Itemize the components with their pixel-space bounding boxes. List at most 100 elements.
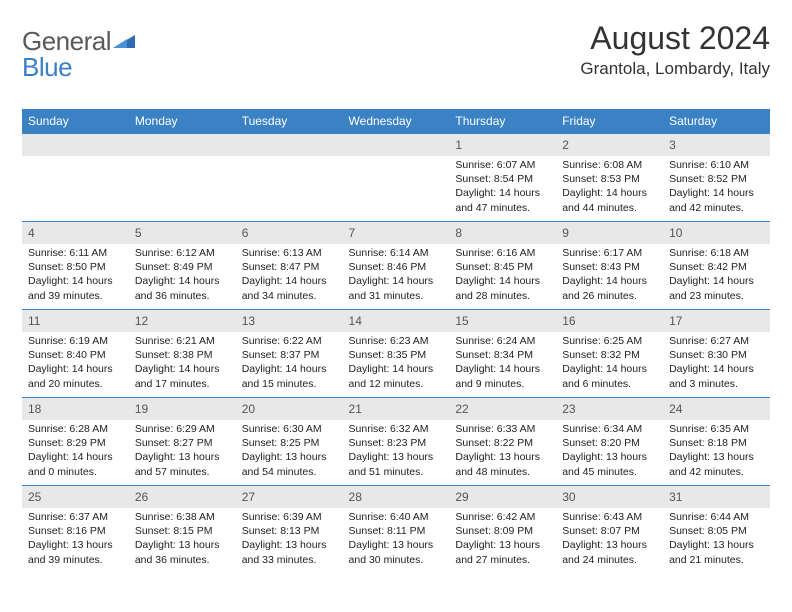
sunrise-text: Sunrise: 6:07 AM	[455, 158, 550, 172]
day-header: Thursday	[449, 109, 556, 133]
calendar-day-cell: 7Sunrise: 6:14 AMSunset: 8:46 PMDaylight…	[343, 221, 450, 309]
day-number-row: 31	[663, 485, 770, 508]
day-content: Sunrise: 6:37 AMSunset: 8:16 PMDaylight:…	[22, 508, 129, 571]
sunrise-text: Sunrise: 6:39 AM	[242, 510, 337, 524]
calendar-day-cell: 15Sunrise: 6:24 AMSunset: 8:34 PMDayligh…	[449, 309, 556, 397]
sunset-text: Sunset: 8:13 PM	[242, 524, 337, 538]
calendar-day-cell: 20Sunrise: 6:30 AMSunset: 8:25 PMDayligh…	[236, 397, 343, 485]
daylight-text: Daylight: 13 hours and 42 minutes.	[669, 450, 764, 478]
sunset-text: Sunset: 8:23 PM	[349, 436, 444, 450]
calendar-day-cell: 13Sunrise: 6:22 AMSunset: 8:37 PMDayligh…	[236, 309, 343, 397]
day-number: 19	[135, 402, 148, 416]
day-number-row: 20	[236, 397, 343, 420]
sunset-text: Sunset: 8:22 PM	[455, 436, 550, 450]
day-number: 18	[28, 402, 41, 416]
sunrise-text: Sunrise: 6:21 AM	[135, 334, 230, 348]
sunset-text: Sunset: 8:40 PM	[28, 348, 123, 362]
location-title: Grantola, Lombardy, Italy	[580, 59, 770, 79]
daylight-text: Daylight: 13 hours and 39 minutes.	[28, 538, 123, 566]
daylight-text: Daylight: 14 hours and 3 minutes.	[669, 362, 764, 390]
sunrise-text: Sunrise: 6:32 AM	[349, 422, 444, 436]
calendar-day-cell: 8Sunrise: 6:16 AMSunset: 8:45 PMDaylight…	[449, 221, 556, 309]
day-number-row	[129, 133, 236, 156]
calendar-day-cell	[236, 133, 343, 221]
calendar-day-cell: 16 Sunrise: 6:25 AMSunset: 8:32 PMDayligh…	[556, 309, 663, 397]
sunrise-text: Sunrise: 6:42 AM	[455, 510, 550, 524]
day-content: Sunrise: 6:39 AMSunset: 8:13 PMDaylight:…	[236, 508, 343, 571]
month-title: August 2024	[580, 20, 770, 57]
calendar-day-cell: 17Sunrise: 6:27 AMSunset: 8:30 PMDayligh…	[663, 309, 770, 397]
calendar-week-row: 4Sunrise: 6:11 AMSunset: 8:50 PMDaylight…	[22, 221, 770, 309]
sunrise-text: Sunrise: 6:08 AM	[562, 158, 657, 172]
day-number: 10	[669, 226, 682, 240]
day-content: Sunrise: 6:42 AMSunset: 8:09 PMDaylight:…	[449, 508, 556, 571]
day-content: Sunrise: 6:38 AMSunset: 8:15 PMDaylight:…	[129, 508, 236, 571]
sunset-text: Sunset: 8:09 PM	[455, 524, 550, 538]
daylight-text: Daylight: 13 hours and 33 minutes.	[242, 538, 337, 566]
daylight-text: Daylight: 14 hours and 39 minutes.	[28, 274, 123, 302]
day-content: Sunrise: 6:35 AMSunset: 8:18 PMDaylight:…	[663, 420, 770, 483]
sunrise-text: Sunrise: 6:17 AM	[562, 246, 657, 260]
day-content: Sunrise: 6:27 AMSunset: 8:30 PMDaylight:…	[663, 332, 770, 395]
daylight-text: Daylight: 14 hours and 20 minutes.	[28, 362, 123, 390]
day-number: 2	[562, 138, 569, 152]
calendar-week-row: 1Sunrise: 6:07 AMSunset: 8:54 PMDaylight…	[22, 133, 770, 221]
day-number: 21	[349, 402, 362, 416]
calendar-day-cell: 25Sunrise: 6:37 AMSunset: 8:16 PMDayligh…	[22, 485, 129, 573]
day-number-row: 4	[22, 221, 129, 244]
daylight-text: Daylight: 14 hours and 12 minutes.	[349, 362, 444, 390]
sunrise-text: Sunrise: 6:34 AM	[562, 422, 657, 436]
day-number: 15	[455, 314, 468, 328]
calendar-day-cell: 10Sunrise: 6:18 AMSunset: 8:42 PMDayligh…	[663, 221, 770, 309]
sunrise-text: Sunrise: 6:29 AM	[135, 422, 230, 436]
daylight-text: Daylight: 13 hours and 51 minutes.	[349, 450, 444, 478]
day-number-row: 30	[556, 485, 663, 508]
calendar-day-cell: 19Sunrise: 6:29 AMSunset: 8:27 PMDayligh…	[129, 397, 236, 485]
daylight-text: Daylight: 14 hours and 42 minutes.	[669, 186, 764, 214]
sunrise-text: Sunrise: 6:14 AM	[349, 246, 444, 260]
sunset-text: Sunset: 8:18 PM	[669, 436, 764, 450]
sunset-text: Sunset: 8:53 PM	[562, 172, 657, 186]
day-number: 29	[455, 490, 468, 504]
sunset-text: Sunset: 8:07 PM	[562, 524, 657, 538]
sunrise-text: Sunrise: 6:13 AM	[242, 246, 337, 260]
day-content: Sunrise: 6:43 AMSunset: 8:07 PMDaylight:…	[556, 508, 663, 571]
daylight-text: Daylight: 13 hours and 57 minutes.	[135, 450, 230, 478]
sunset-text: Sunset: 8:52 PM	[669, 172, 764, 186]
calendar-day-cell: 23Sunrise: 6:34 AMSunset: 8:20 PMDayligh…	[556, 397, 663, 485]
calendar-day-cell: 26Sunrise: 6:38 AMSunset: 8:15 PMDayligh…	[129, 485, 236, 573]
sunrise-text: Sunrise: 6:11 AM	[28, 246, 123, 260]
day-number: 16	[562, 314, 575, 328]
sunset-text: Sunset: 8:05 PM	[669, 524, 764, 538]
daylight-text: Daylight: 13 hours and 36 minutes.	[135, 538, 230, 566]
sunrise-text: Sunrise: 6:16 AM	[455, 246, 550, 260]
sunset-text: Sunset: 8:38 PM	[135, 348, 230, 362]
day-content: Sunrise: 6:17 AMSunset: 8:43 PMDaylight:…	[556, 244, 663, 307]
sunset-text: Sunset: 8:25 PM	[242, 436, 337, 450]
sunset-text: Sunset: 8:50 PM	[28, 260, 123, 274]
day-content: Sunrise: 6:34 AMSunset: 8:20 PMDaylight:…	[556, 420, 663, 483]
day-number-row: 13	[236, 309, 343, 332]
sunset-text: Sunset: 8:29 PM	[28, 436, 123, 450]
sunrise-text: Sunrise: 6:33 AM	[455, 422, 550, 436]
day-number-row: 8	[449, 221, 556, 244]
header-row: General August 2024 Grantola, Lombardy, …	[22, 20, 770, 79]
day-content: Sunrise: 6:25 AMSunset: 8:32 PMDaylight:…	[556, 332, 663, 395]
calendar-day-cell: 30Sunrise: 6:43 AMSunset: 8:07 PMDayligh…	[556, 485, 663, 573]
daylight-text: Daylight: 14 hours and 23 minutes.	[669, 274, 764, 302]
daylight-text: Daylight: 14 hours and 9 minutes.	[455, 362, 550, 390]
day-number: 14	[349, 314, 362, 328]
calendar-week-row: 25Sunrise: 6:37 AMSunset: 8:16 PMDayligh…	[22, 485, 770, 573]
day-number-row: 28	[343, 485, 450, 508]
day-content: Sunrise: 6:32 AMSunset: 8:23 PMDaylight:…	[343, 420, 450, 483]
calendar-table: SundayMondayTuesdayWednesdayThursdayFrid…	[22, 109, 770, 573]
sunset-text: Sunset: 8:47 PM	[242, 260, 337, 274]
day-content: Sunrise: 6:40 AMSunset: 8:11 PMDaylight:…	[343, 508, 450, 571]
day-number: 1	[455, 138, 462, 152]
day-number-row: 29	[449, 485, 556, 508]
day-number: 27	[242, 490, 255, 504]
calendar-body: 1Sunrise: 6:07 AMSunset: 8:54 PMDaylight…	[22, 133, 770, 573]
sunrise-text: Sunrise: 6:25 AM	[562, 334, 657, 348]
daylight-text: Daylight: 14 hours and 31 minutes.	[349, 274, 444, 302]
day-content: Sunrise: 6:33 AMSunset: 8:22 PMDaylight:…	[449, 420, 556, 483]
